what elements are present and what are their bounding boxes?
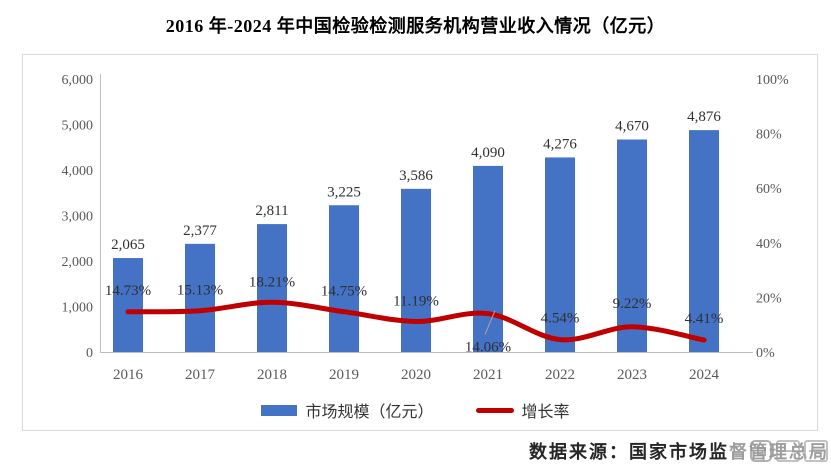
bar-value-label: 3,586 xyxy=(399,168,433,184)
growth-rate-label: 14.75% xyxy=(321,284,367,300)
growth-rate-label: 14.06% xyxy=(465,340,511,356)
x-axis-label: 2020 xyxy=(401,367,431,383)
label-leader-line xyxy=(484,310,496,335)
x-axis-label: 2017 xyxy=(185,367,216,383)
bar-series-swatch xyxy=(261,404,298,416)
y-axis-tick-left: 4,000 xyxy=(62,164,94,179)
y-axis-tick-left: 1,000 xyxy=(62,301,94,316)
growth-rate-label: 11.19% xyxy=(393,293,439,309)
bar-2019 xyxy=(329,205,359,352)
bar-2016 xyxy=(113,258,143,352)
y-axis-tick-left: 5,000 xyxy=(62,119,94,134)
x-axis-label: 2021 xyxy=(473,367,503,383)
x-axis-label: 2019 xyxy=(329,367,359,383)
line-series-swatch xyxy=(475,407,514,413)
growth-rate-label: 18.21% xyxy=(249,274,295,290)
growth-rate-label: 14.73% xyxy=(105,283,151,299)
y-axis-tick-right: 80% xyxy=(756,128,782,143)
bar-value-label: 3,225 xyxy=(327,184,361,200)
bar-value-label: 2,377 xyxy=(183,223,217,239)
watermark-glyph2-icon xyxy=(804,440,828,462)
y-axis-tick-right: 100% xyxy=(756,73,789,88)
growth-rate-label: 4.54% xyxy=(541,311,580,327)
y-axis-tick-left: 6,000 xyxy=(62,73,94,88)
bar-2020 xyxy=(401,188,431,352)
y-axis-tick-left: 3,000 xyxy=(62,210,94,225)
bar-2017 xyxy=(185,243,215,352)
y-axis-tick-right: 20% xyxy=(756,291,782,306)
x-axis-label: 2022 xyxy=(545,367,575,383)
bar-value-label: 4,876 xyxy=(687,109,721,125)
y-axis-tick-right: 60% xyxy=(756,182,782,197)
x-axis-label: 2024 xyxy=(689,367,720,383)
legend-item-growth-rate: 增长率 xyxy=(475,398,570,422)
bar-value-label: 2,811 xyxy=(255,203,288,219)
bar-value-label: 2,065 xyxy=(111,237,145,253)
bar-value-label: 4,276 xyxy=(543,136,577,152)
legend-label-growth-rate: 增长率 xyxy=(521,404,570,421)
x-axis-label: 2018 xyxy=(257,367,287,383)
bar-2021 xyxy=(473,165,503,352)
growth-rate-label: 9.22% xyxy=(613,296,652,312)
growth-rate-label: 15.13% xyxy=(177,283,223,299)
bar-2018 xyxy=(257,224,287,352)
bar-2022 xyxy=(545,157,575,352)
watermark-logo xyxy=(729,436,831,466)
x-axis-label: 2023 xyxy=(617,367,647,383)
page-title: 2016 年-2024 年中国检验检测服务机构营业收入情况（亿元） xyxy=(165,16,666,36)
legend-item-market-size: 市场规模（亿元） xyxy=(261,398,434,422)
x-axis-label: 2016 xyxy=(113,367,144,383)
bar-value-label: 4,670 xyxy=(615,119,649,135)
chart-legend: 市场规模（亿元） 增长率 xyxy=(0,399,831,421)
watermark-glyph-icon xyxy=(776,440,800,462)
y-axis-tick-right: 40% xyxy=(756,237,782,252)
growth-rate-label: 4.41% xyxy=(685,311,724,327)
y-axis-tick-left: 2,000 xyxy=(62,255,94,270)
legend-label-market-size: 市场规模（亿元） xyxy=(305,404,434,421)
y-axis-tick-left: 0 xyxy=(86,346,93,361)
y-axis-tick-right: 0% xyxy=(756,346,775,361)
bar-value-label: 4,090 xyxy=(471,145,505,161)
bar-2024 xyxy=(689,130,719,352)
watermark-square-icon xyxy=(750,440,772,462)
growth-rate-line xyxy=(125,299,707,343)
bar-2023 xyxy=(617,139,647,352)
